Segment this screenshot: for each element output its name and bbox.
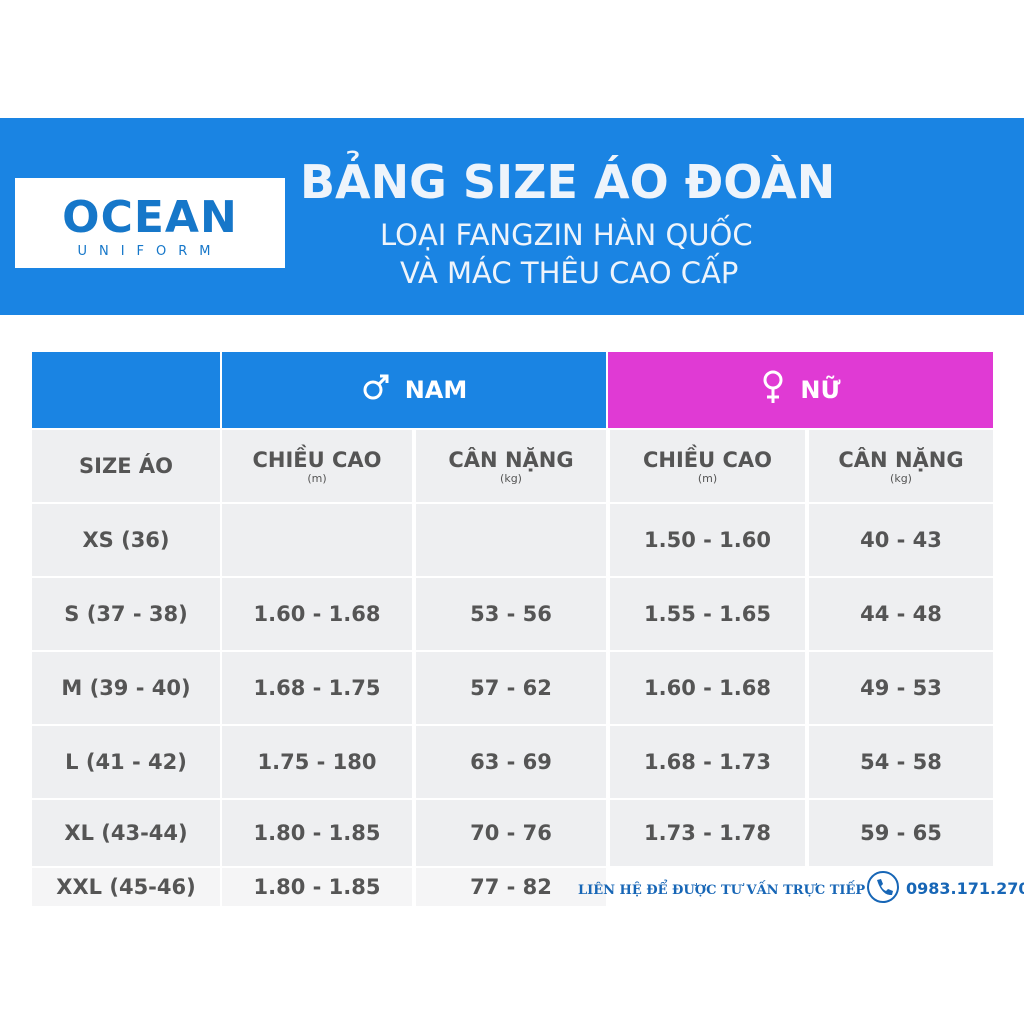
- table-cell: 1.68 - 1.75: [222, 652, 412, 724]
- phone-icon: [867, 871, 899, 903]
- table-cell: 40 - 43: [809, 504, 993, 576]
- table-cell: 59 - 65: [809, 800, 993, 866]
- table-cell: 54 - 58: [809, 726, 993, 798]
- brand-sub: UNIFORM: [77, 244, 223, 259]
- table-cell: 1.73 - 1.78: [610, 800, 805, 866]
- logo: OCEAN UNIFORM: [15, 178, 285, 268]
- table-cell: M (39 - 40): [32, 652, 220, 724]
- phone: 0983.171.270: [906, 879, 1024, 898]
- column-header: CHIỀU CAO (m): [610, 430, 805, 502]
- table-cell: 77 - 82: [416, 868, 606, 906]
- subtitle: LOẠI FANGZIN HÀN QUỐC: [380, 218, 753, 252]
- column-header: CÂN NẶNG (kg): [809, 430, 993, 502]
- gender-icon: [361, 372, 391, 408]
- column-header: SIZE ÁO: [32, 430, 220, 502]
- table-cell: S (37 - 38): [32, 578, 220, 650]
- group-label: NAM: [404, 376, 468, 404]
- column-label: CHIỀU CAO: [252, 447, 382, 472]
- table-cell: [416, 504, 606, 576]
- table-cell: [222, 504, 412, 576]
- header-blank: [32, 352, 220, 428]
- table-cell: XXL (45-46): [32, 868, 220, 906]
- table-cell: 49 - 53: [809, 652, 993, 724]
- table-cell: 1.80 - 1.85: [222, 800, 412, 866]
- table-cell: XS (36): [32, 504, 220, 576]
- contact-text: LIÊN HỆ ĐỂ ĐƯỢC TƯ VẤN TRỰC TIẾP: [578, 883, 866, 898]
- column-header: CÂN NẶNG (kg): [416, 430, 606, 502]
- column-unit: (kg): [890, 471, 912, 485]
- column-label: CHIỀU CAO: [642, 447, 773, 472]
- group-header: NAM: [222, 352, 606, 428]
- table-cell: 1.60 - 1.68: [222, 578, 412, 650]
- table-cell: 53 - 56: [416, 578, 606, 650]
- column-unit: (m): [307, 471, 327, 485]
- table-cell: 57 - 62: [416, 652, 606, 724]
- table-cell: 1.60 - 1.68: [610, 652, 805, 724]
- table-cell: 70 - 76: [416, 800, 606, 866]
- subtitle: VÀ MÁC THÊU CAO CẤP: [400, 256, 739, 290]
- column-label: SIZE ÁO: [79, 454, 173, 478]
- table-cell: 1.75 - 180: [222, 726, 412, 798]
- table-cell: L (41 - 42): [32, 726, 220, 798]
- column-unit: (kg): [500, 471, 522, 485]
- table-cell: 1.68 - 1.73: [610, 726, 805, 798]
- table-cell: 44 - 48: [809, 578, 993, 650]
- gender-icon: [760, 369, 786, 411]
- column-unit: (m): [697, 471, 718, 485]
- title: BẢNG SIZE ÁO ĐOÀN: [300, 155, 836, 209]
- table-cell: XL (43-44): [32, 800, 220, 866]
- table-cell: 1.55 - 1.65: [610, 578, 805, 650]
- table-cell: 1.50 - 1.60: [610, 504, 805, 576]
- brand: OCEAN: [62, 192, 238, 243]
- column-header: CHIỀU CAO (m): [222, 430, 412, 502]
- group-header: NỮ: [608, 352, 993, 428]
- group-label: NỮ: [800, 376, 841, 404]
- column-label: CÂN NẶNG: [448, 447, 574, 472]
- column-label: CÂN NẶNG: [838, 447, 964, 472]
- table-cell: 1.80 - 1.85: [222, 868, 412, 906]
- table-cell: 63 - 69: [416, 726, 606, 798]
